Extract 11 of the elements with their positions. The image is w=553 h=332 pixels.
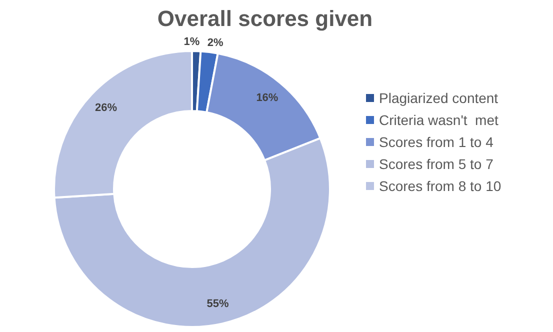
chart-title: Overall scores given — [156, 6, 374, 32]
legend-label: Scores from 5 to 7 — [379, 155, 494, 174]
legend-label: Scores from 1 to 4 — [379, 133, 494, 152]
legend-label: Scores from 8 to 10 — [379, 177, 502, 196]
data-label: 55% — [206, 298, 229, 310]
data-label: 2% — [207, 37, 224, 50]
data-label: 26% — [94, 102, 118, 114]
legend-label: Criteria wasn't met — [379, 111, 498, 130]
legend-label: Plagiarized content — [379, 89, 498, 108]
data-label: 16% — [256, 92, 278, 104]
data-label: 1% — [184, 36, 200, 48]
